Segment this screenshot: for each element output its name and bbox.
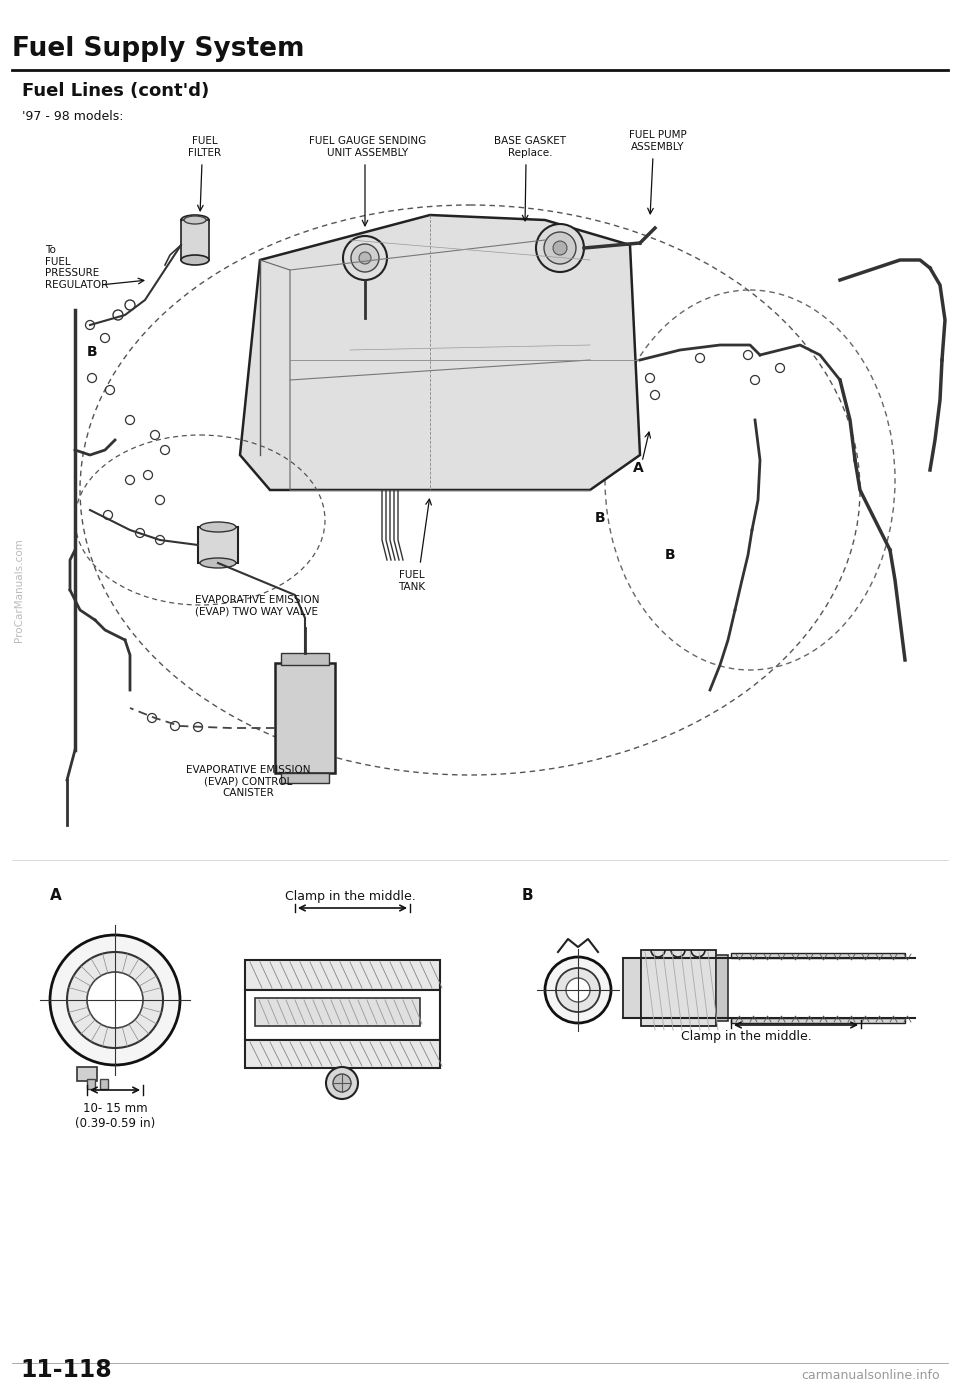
Text: carmanualsonline.info: carmanualsonline.info — [802, 1369, 940, 1382]
Circle shape — [151, 430, 159, 440]
Text: Clamp in the middle.: Clamp in the middle. — [284, 890, 416, 903]
Circle shape — [156, 535, 164, 545]
Circle shape — [67, 951, 163, 1048]
Text: EVAPORATIVE EMISSION
(EVAP) CONTROL
CANISTER: EVAPORATIVE EMISSION (EVAP) CONTROL CANI… — [185, 765, 310, 798]
Ellipse shape — [184, 216, 206, 224]
Text: BASE GASKET
Replace.: BASE GASKET Replace. — [494, 137, 566, 157]
Ellipse shape — [200, 522, 236, 532]
Circle shape — [160, 446, 170, 454]
Circle shape — [751, 376, 759, 384]
Bar — [255, 997, 420, 1027]
Circle shape — [126, 475, 134, 485]
Text: Fuel Supply System: Fuel Supply System — [12, 36, 304, 63]
Circle shape — [87, 373, 97, 383]
Circle shape — [194, 723, 203, 731]
Circle shape — [106, 386, 114, 394]
Text: B: B — [594, 511, 606, 525]
Bar — [100, 1080, 108, 1089]
Bar — [623, 958, 641, 1018]
Bar — [87, 1080, 95, 1089]
Circle shape — [50, 935, 180, 1066]
Bar — [731, 953, 905, 958]
Circle shape — [544, 233, 576, 265]
Text: B: B — [664, 547, 675, 561]
Circle shape — [156, 496, 164, 504]
Text: A: A — [633, 461, 643, 475]
Bar — [641, 950, 716, 1027]
Circle shape — [148, 713, 156, 723]
Text: Clamp in the middle.: Clamp in the middle. — [681, 1029, 811, 1043]
Text: To
FUEL
PRESSURE
REGULATOR: To FUEL PRESSURE REGULATOR — [45, 245, 108, 290]
Circle shape — [326, 1067, 358, 1099]
Text: 11-118: 11-118 — [20, 1358, 111, 1382]
Text: B: B — [86, 345, 97, 359]
Circle shape — [695, 354, 705, 362]
Text: EVAPORATIVE EMISSION
(EVAP) TWO WAY VALVE: EVAPORATIVE EMISSION (EVAP) TWO WAY VALV… — [195, 595, 320, 617]
Text: A: A — [50, 887, 61, 903]
Text: '97 - 98 models:: '97 - 98 models: — [22, 110, 124, 123]
Circle shape — [651, 390, 660, 400]
Text: Fuel Lines (cont'd): Fuel Lines (cont'd) — [22, 82, 209, 100]
Bar — [275, 663, 335, 773]
Polygon shape — [240, 215, 640, 490]
Circle shape — [333, 1074, 351, 1092]
Circle shape — [343, 235, 387, 280]
Circle shape — [135, 528, 145, 538]
Bar — [181, 220, 209, 260]
Circle shape — [359, 252, 371, 265]
Circle shape — [536, 224, 584, 272]
Ellipse shape — [200, 559, 236, 568]
Text: ProCarManuals.com: ProCarManuals.com — [14, 538, 24, 642]
Circle shape — [553, 241, 567, 255]
Bar — [281, 773, 329, 783]
Ellipse shape — [181, 255, 209, 265]
Text: FUEL PUMP
ASSEMBLY: FUEL PUMP ASSEMBLY — [629, 131, 686, 152]
Bar — [245, 960, 440, 990]
Circle shape — [776, 364, 784, 372]
Bar — [281, 653, 329, 664]
Circle shape — [101, 333, 109, 343]
Circle shape — [351, 244, 379, 272]
Circle shape — [126, 415, 134, 425]
Bar — [245, 1041, 440, 1068]
Circle shape — [566, 978, 590, 1002]
Circle shape — [85, 320, 94, 330]
Bar — [198, 527, 238, 563]
Circle shape — [113, 311, 123, 320]
Ellipse shape — [181, 215, 209, 226]
Circle shape — [104, 510, 112, 520]
Circle shape — [556, 968, 600, 1011]
Circle shape — [645, 373, 655, 383]
Text: FUEL
FILTER: FUEL FILTER — [188, 137, 222, 157]
Circle shape — [743, 351, 753, 359]
Bar — [716, 956, 728, 1021]
Bar — [77, 1067, 97, 1081]
Circle shape — [143, 471, 153, 479]
Circle shape — [171, 722, 180, 730]
Circle shape — [125, 299, 135, 311]
Bar — [245, 990, 440, 1041]
Circle shape — [545, 957, 611, 1022]
Bar — [731, 1018, 905, 1022]
Text: FUEL GAUGE SENDING
UNIT ASSEMBLY: FUEL GAUGE SENDING UNIT ASSEMBLY — [309, 137, 426, 157]
Text: FUEL
TANK: FUEL TANK — [398, 570, 425, 592]
Text: B: B — [522, 887, 534, 903]
Circle shape — [87, 972, 143, 1028]
Text: 10- 15 mm
(0.39-0.59 in): 10- 15 mm (0.39-0.59 in) — [75, 1102, 156, 1130]
